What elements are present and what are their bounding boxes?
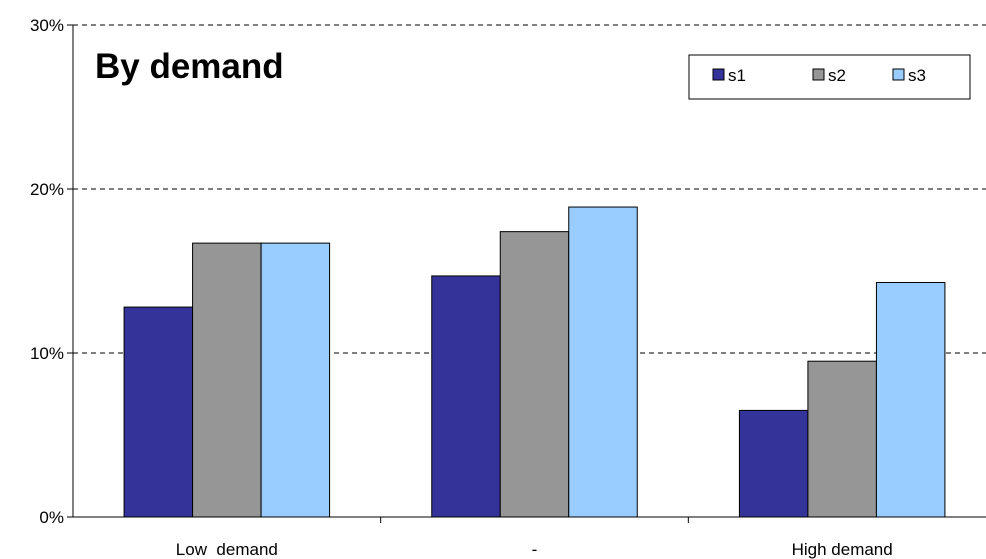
y-tick-label: 20% xyxy=(30,180,64,199)
bar-s1 xyxy=(738,409,809,518)
bar-s1 xyxy=(431,275,501,518)
y-tick-label: 0% xyxy=(39,508,64,527)
y-axis-ticks: 0% 10% 20% 30% xyxy=(30,16,73,527)
bar-s3 xyxy=(568,206,638,518)
bar-s2 xyxy=(807,360,877,518)
legend-swatch-s1 xyxy=(712,68,725,81)
bar-s3 xyxy=(875,281,946,518)
bars xyxy=(123,206,946,518)
bar-s3 xyxy=(260,242,331,518)
x-axis-categories: Low demand - High demand xyxy=(176,517,893,559)
x-category-label: High demand xyxy=(792,540,893,559)
legend-label-s3: s3 xyxy=(908,66,926,85)
legend-swatch-s2 xyxy=(812,68,825,81)
legend: s1 s2 s3 xyxy=(688,54,971,100)
y-tick-label: 10% xyxy=(30,344,64,363)
legend-label-s2: s2 xyxy=(828,66,846,85)
legend-box xyxy=(688,54,971,100)
bar-s2 xyxy=(499,231,570,518)
chart-title: By demand xyxy=(95,47,284,86)
x-category-label: Low demand xyxy=(176,540,278,559)
y-tick-label: 30% xyxy=(30,16,64,35)
bar-s2 xyxy=(192,242,262,518)
legend-label-s1: s1 xyxy=(728,66,746,85)
legend-swatch-s3 xyxy=(892,68,905,81)
axes xyxy=(72,25,986,518)
bar-s1 xyxy=(123,306,194,518)
x-category-label: - xyxy=(532,540,538,559)
